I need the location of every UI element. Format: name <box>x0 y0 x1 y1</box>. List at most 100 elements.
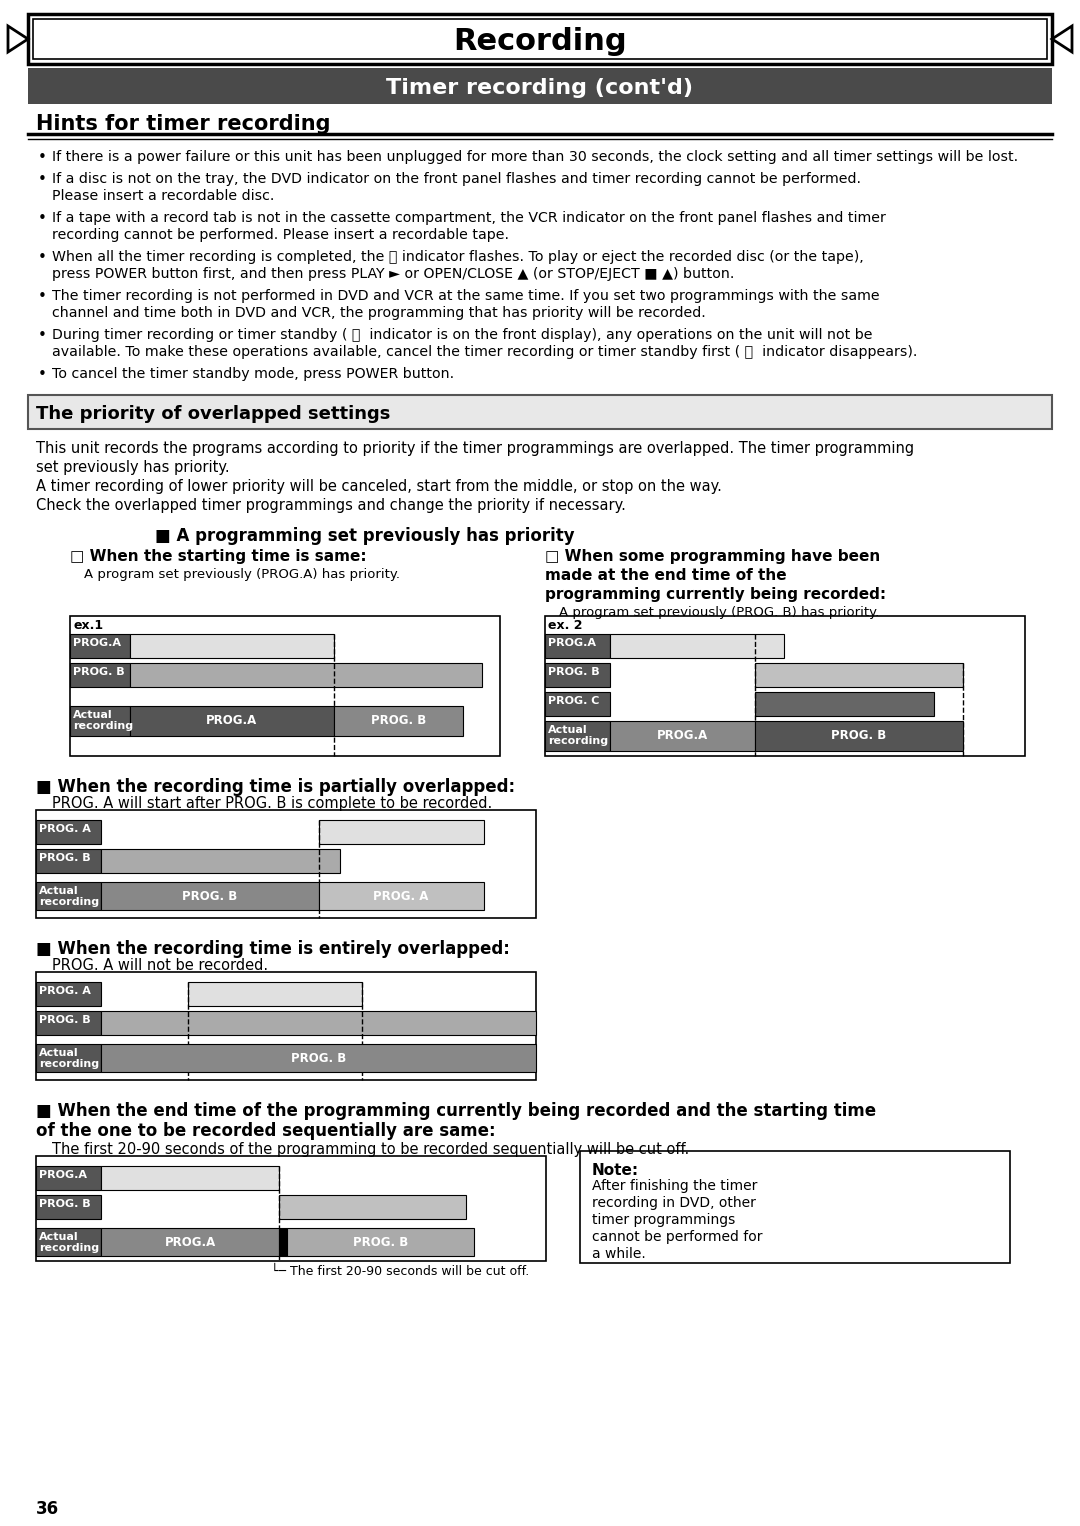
Bar <box>130 633 334 658</box>
Bar <box>36 1044 102 1071</box>
Text: To cancel the timer standby mode, press POWER button.: To cancel the timer standby mode, press … <box>52 366 454 382</box>
Bar <box>36 1166 102 1190</box>
Text: PROG. B: PROG. B <box>39 853 91 864</box>
Bar <box>102 1012 536 1035</box>
Text: Actual: Actual <box>39 1231 79 1242</box>
Text: □ When some programming have been: □ When some programming have been <box>545 549 880 565</box>
Text: PROG. B: PROG. B <box>353 1236 408 1248</box>
Text: PROG. B: PROG. B <box>183 890 238 903</box>
Text: cannot be performed for: cannot be performed for <box>592 1230 762 1244</box>
Bar <box>36 848 102 873</box>
Bar <box>36 819 102 844</box>
Bar <box>610 633 784 658</box>
Bar <box>545 662 610 687</box>
Text: If a disc is not on the tray, the DVD indicator on the front panel flashes and t: If a disc is not on the tray, the DVD in… <box>52 172 861 186</box>
Text: available. To make these operations available, cancel the timer recording or tim: available. To make these operations avai… <box>52 345 917 359</box>
Text: Actual: Actual <box>39 887 79 896</box>
Text: PROG.A: PROG.A <box>548 638 596 649</box>
Text: This unit records the programs according to priority if the timer programmings a: This unit records the programs according… <box>36 441 914 456</box>
Text: └─ The first 20-90 seconds will be cut off.: └─ The first 20-90 seconds will be cut o… <box>271 1265 529 1277</box>
Text: PROG. A will start after PROG. B is complete to be recorded.: PROG. A will start after PROG. B is comp… <box>52 797 492 810</box>
Text: A timer recording of lower priority will be canceled, start from the middle, or : A timer recording of lower priority will… <box>36 479 721 494</box>
Bar <box>33 18 1047 60</box>
Bar <box>545 633 610 658</box>
Text: PROG. B: PROG. B <box>39 1199 91 1209</box>
Bar <box>36 1012 102 1035</box>
Text: PROG.A: PROG.A <box>73 638 121 649</box>
Bar <box>70 662 130 687</box>
Text: ■ When the recording time is partially overlapped:: ■ When the recording time is partially o… <box>36 778 515 797</box>
Bar <box>28 395 1052 429</box>
Text: PROG.A: PROG.A <box>164 1236 216 1248</box>
Text: recording: recording <box>39 1059 99 1070</box>
Text: Recording: Recording <box>454 27 626 56</box>
Text: PROG.A: PROG.A <box>39 1170 87 1180</box>
Text: PROG. C: PROG. C <box>548 696 599 707</box>
Bar <box>755 662 962 687</box>
Text: Please insert a recordable disc.: Please insert a recordable disc. <box>52 189 274 203</box>
Text: recording cannot be performed. Please insert a recordable tape.: recording cannot be performed. Please in… <box>52 227 509 243</box>
Text: timer programmings: timer programmings <box>592 1213 735 1227</box>
Text: Note:: Note: <box>592 1163 639 1178</box>
Text: PROG. A: PROG. A <box>39 824 91 835</box>
Text: PROG. B: PROG. B <box>370 714 426 726</box>
Bar <box>755 691 934 716</box>
Bar <box>36 1195 102 1219</box>
Bar <box>319 882 484 909</box>
Text: 36: 36 <box>36 1500 59 1518</box>
Text: channel and time both in DVD and VCR, the programming that has priority will be : channel and time both in DVD and VCR, th… <box>52 307 705 320</box>
Bar <box>28 14 1052 64</box>
Text: PROG. B: PROG. B <box>39 1015 91 1025</box>
Text: programming currently being recorded:: programming currently being recorded: <box>545 588 886 601</box>
Text: press POWER button first, and then press PLAY ► or OPEN/CLOSE ▲ (or STOP/EJECT ■: press POWER button first, and then press… <box>52 267 734 281</box>
Text: •: • <box>38 172 46 188</box>
Bar <box>755 720 962 751</box>
Bar <box>130 707 334 736</box>
Text: PROG. A will not be recorded.: PROG. A will not be recorded. <box>52 958 268 974</box>
Bar <box>102 848 340 873</box>
Text: If a tape with a record tab is not in the cassette compartment, the VCR indicato: If a tape with a record tab is not in th… <box>52 211 886 224</box>
Text: a while.: a while. <box>592 1247 646 1260</box>
Text: set previously has priority.: set previously has priority. <box>36 459 230 475</box>
Text: of the one to be recorded sequentially are same:: of the one to be recorded sequentially a… <box>36 1122 496 1140</box>
Bar <box>279 1228 287 1256</box>
Text: made at the end time of the: made at the end time of the <box>545 568 786 583</box>
Bar <box>188 983 362 1006</box>
Bar <box>28 69 1052 104</box>
Bar <box>36 983 102 1006</box>
Text: When all the timer recording is completed, the Ⓣ indicator flashes. To play or e: When all the timer recording is complete… <box>52 250 864 264</box>
Bar <box>130 662 482 687</box>
Text: Actual: Actual <box>39 1048 79 1058</box>
Text: PROG. B: PROG. B <box>548 667 599 678</box>
Text: Actual: Actual <box>73 710 112 720</box>
Text: •: • <box>38 328 46 343</box>
Bar <box>36 1157 546 1260</box>
Text: ■ A programming set previously has priority: ■ A programming set previously has prior… <box>156 526 575 545</box>
Text: PROG. B: PROG. B <box>832 729 887 742</box>
Text: Actual: Actual <box>548 725 588 736</box>
Bar <box>580 1151 1010 1264</box>
Bar <box>545 691 610 716</box>
Bar <box>279 1195 465 1219</box>
Bar <box>102 1166 279 1190</box>
Polygon shape <box>1052 26 1072 52</box>
Text: □ When the starting time is same:: □ When the starting time is same: <box>70 549 366 565</box>
Text: ex. 2: ex. 2 <box>548 620 582 632</box>
Text: Timer recording (cont'd): Timer recording (cont'd) <box>387 78 693 98</box>
Bar <box>36 1228 102 1256</box>
Text: •: • <box>38 150 46 165</box>
Text: •: • <box>38 250 46 266</box>
Text: •: • <box>38 288 46 304</box>
Text: •: • <box>38 211 46 226</box>
Bar <box>36 810 536 919</box>
Bar <box>102 882 319 909</box>
Text: recording: recording <box>73 720 133 731</box>
Text: If there is a power failure or this unit has been unplugged for more than 30 sec: If there is a power failure or this unit… <box>52 150 1018 163</box>
Bar <box>102 1044 536 1071</box>
Bar <box>70 617 500 755</box>
Bar <box>319 819 484 844</box>
Text: The timer recording is not performed in DVD and VCR at the same time. If you set: The timer recording is not performed in … <box>52 288 879 304</box>
Text: A program set previously (PROG.A) has priority.: A program set previously (PROG.A) has pr… <box>84 568 400 581</box>
Polygon shape <box>8 26 28 52</box>
Text: recording: recording <box>39 897 99 906</box>
